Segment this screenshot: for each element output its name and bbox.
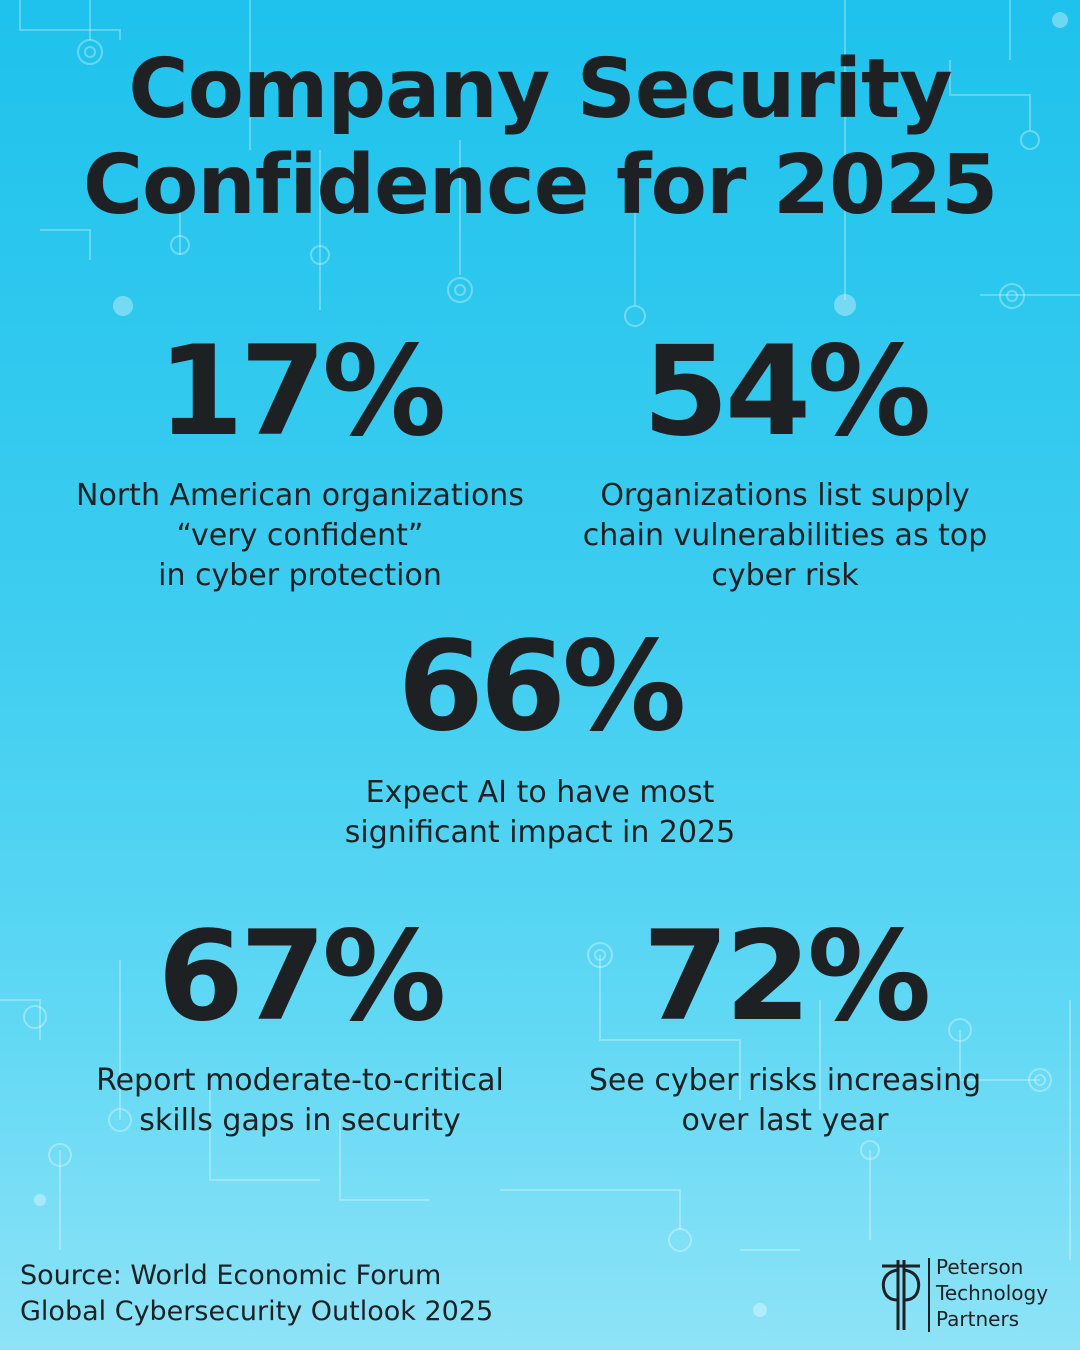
stat-supply-chain: 54% Organizations list supply chain vuln… [530,330,1040,596]
page-title: Company Security Confidence for 2025 [82,42,998,233]
stat-risk-increase: 72% See cyber risks increasing over last… [530,915,1040,1141]
stat-confidence: 17% North American organizations “very c… [40,330,560,596]
stat-value: 17% [157,320,447,464]
stat-value: 67% [157,905,447,1049]
peterson-logo-icon [881,1260,921,1330]
stat-description: Expect AI to have most significant impac… [344,775,736,850]
stat-value: 66% [397,615,687,759]
stat-description: North American organizations “very confi… [76,478,524,593]
stat-description: Organizations list supply chain vulnerab… [582,478,988,593]
company-logo: Peterson Technology Partners [878,1252,1068,1336]
stat-skills-gap: 67% Report moderate-to-critical skills g… [40,915,560,1141]
stat-description: Report moderate-to-critical skills gaps … [96,1063,504,1138]
stat-description: See cyber risks increasing over last yea… [588,1063,982,1138]
logo-text: Peterson Technology Partners [936,1255,1049,1331]
source-citation: Source: World Economic Forum Global Cybe… [20,1260,494,1327]
stat-ai-impact: 66% Expect AI to have most significant i… [240,625,840,853]
stat-value: 72% [642,905,932,1049]
stat-value: 54% [642,320,932,464]
logo-divider [928,1258,930,1332]
